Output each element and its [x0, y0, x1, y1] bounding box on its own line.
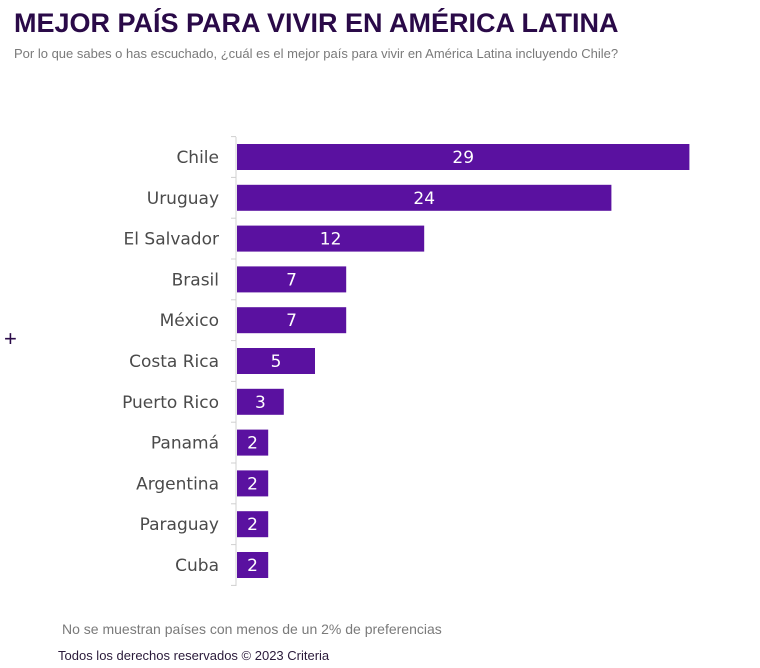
- bar: [237, 307, 347, 334]
- bar: [237, 184, 612, 211]
- data-label: 2: [247, 434, 258, 454]
- bar: [237, 429, 269, 456]
- bar: [237, 225, 425, 252]
- category-label: Costa Rica: [129, 352, 219, 372]
- data-label: 5: [271, 352, 282, 372]
- category-label: Cuba: [175, 556, 219, 576]
- category-label: El Salvador: [124, 230, 219, 250]
- data-label: 2: [247, 515, 258, 535]
- data-label: 7: [286, 311, 297, 331]
- category-label: Puerto Rico: [122, 393, 219, 413]
- chart-subtitle: Por lo que sabes o has escuchado, ¿cuál …: [14, 46, 619, 61]
- category-label: Uruguay: [147, 189, 219, 209]
- bar: [237, 470, 269, 497]
- footnote: No se muestran países con menos de un 2%…: [62, 621, 442, 637]
- data-label: 2: [247, 474, 258, 494]
- category-label: Panamá: [151, 434, 219, 454]
- data-label: 7: [286, 270, 297, 290]
- data-label: 24: [413, 189, 435, 209]
- category-label: Chile: [176, 148, 219, 168]
- category-label: Brasil: [172, 270, 219, 290]
- category-label: Argentina: [136, 474, 219, 494]
- bar: [237, 388, 284, 415]
- data-label: 29: [452, 148, 474, 168]
- chart-title: MEJOR PAÍS PARA VIVIR EN AMÉRICA LATINA: [14, 8, 619, 38]
- copyright: Todos los derechos reservados © 2023 Cri…: [58, 648, 330, 663]
- bar: [237, 552, 269, 578]
- data-label: 2: [247, 556, 258, 576]
- bar: [237, 266, 347, 293]
- category-label: México: [160, 311, 219, 331]
- data-label: 12: [320, 230, 342, 250]
- bar: [237, 348, 315, 374]
- data-label: 3: [255, 393, 266, 413]
- plus-icon: +: [4, 326, 17, 351]
- bar: [237, 144, 690, 170]
- bar: [237, 511, 269, 538]
- category-label: Paraguay: [140, 515, 219, 535]
- bar-chart: Chile 29 Uruguay 24 El Salvador 12 Brasil 7 Méxi…: [122, 136, 690, 586]
